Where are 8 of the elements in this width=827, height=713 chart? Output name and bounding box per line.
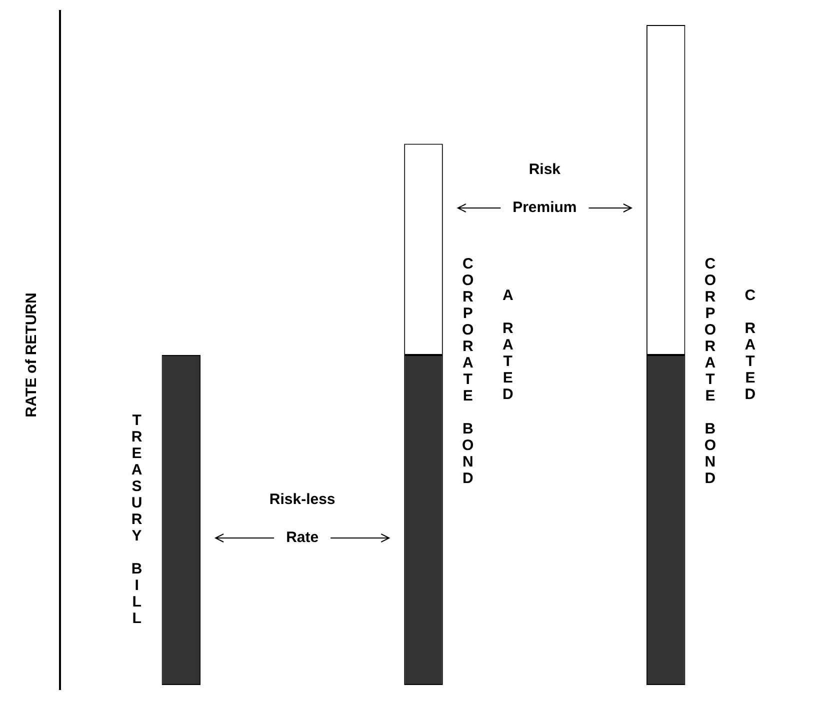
category-label: CORPORATE BOND	[462, 255, 474, 487]
text: Risk-less Rate	[269, 491, 336, 546]
category-label: CORPORATE BOND	[704, 255, 716, 487]
text: Risk Premium	[512, 161, 577, 216]
annotation: C RATED	[744, 287, 756, 404]
y-axis-title: RATE of RETURN	[23, 292, 40, 418]
category-label: TREASURY BILL	[131, 412, 142, 628]
annotation: A RATED	[502, 287, 514, 404]
